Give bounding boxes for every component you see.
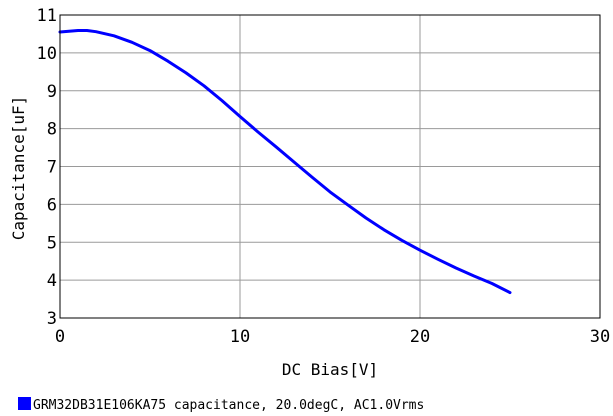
y-tick-label: 8 bbox=[47, 120, 57, 140]
y-tick-label: 6 bbox=[47, 195, 57, 215]
y-tick-label: 9 bbox=[47, 82, 57, 102]
x-axis-title: DC Bias[V] bbox=[282, 360, 378, 379]
y-axis-title: Capacitance[uF] bbox=[9, 96, 28, 241]
y-tick-label: 5 bbox=[47, 233, 57, 253]
y-tick-label: 7 bbox=[47, 158, 57, 178]
legend-label: GRM32DB31E106KA75 capacitance, 20.0degC,… bbox=[33, 398, 424, 413]
y-tick-label: 3 bbox=[47, 309, 57, 329]
y-tick-label: 10 bbox=[37, 44, 57, 64]
tick-labels: 0 10 20 30 3 4 5 6 7 8 9 10 11 bbox=[37, 6, 611, 347]
plot-frame bbox=[59, 14, 601, 319]
grid-lines bbox=[60, 15, 600, 318]
y-tick-label: 11 bbox=[37, 6, 57, 26]
x-tick-label: 0 bbox=[55, 327, 65, 347]
x-tick-label: 20 bbox=[410, 327, 430, 347]
legend: GRM32DB31E106KA75 capacitance, 20.0degC,… bbox=[18, 397, 424, 413]
series-line bbox=[58, 29, 512, 295]
x-tick-label: 30 bbox=[590, 327, 610, 347]
legend-swatch bbox=[18, 397, 31, 410]
series-layer bbox=[58, 29, 512, 295]
y-tick-label: 4 bbox=[47, 271, 57, 291]
x-tick-label: 10 bbox=[230, 327, 250, 347]
